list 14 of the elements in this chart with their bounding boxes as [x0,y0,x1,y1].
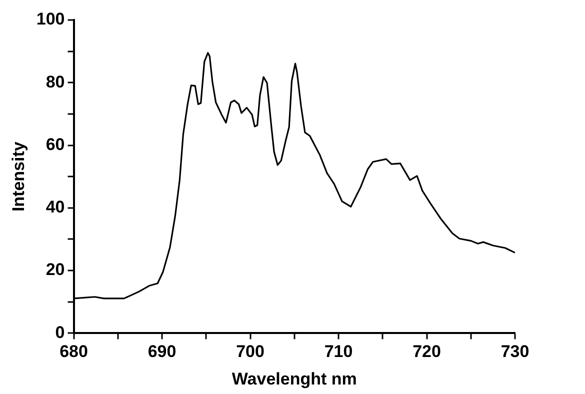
y-tick-label: 60 [46,134,65,154]
x-axis-title: Wavelenght nm [232,369,357,388]
x-tick-label: 720 [412,342,441,362]
y-tick-label: 20 [46,260,65,280]
x-tick-label: 730 [500,342,530,362]
x-tick-label: 710 [324,342,353,362]
y-axis-title: Intensity [8,141,28,212]
y-tick-label: 100 [36,10,65,29]
x-tick-label: 700 [236,342,264,362]
y-tick-label: 40 [46,198,65,217]
x-tick-label: 690 [148,342,176,362]
y-tick-label: 0 [55,322,65,342]
x-tick-label: 680 [60,342,88,362]
y-tick-label: 80 [46,72,65,92]
